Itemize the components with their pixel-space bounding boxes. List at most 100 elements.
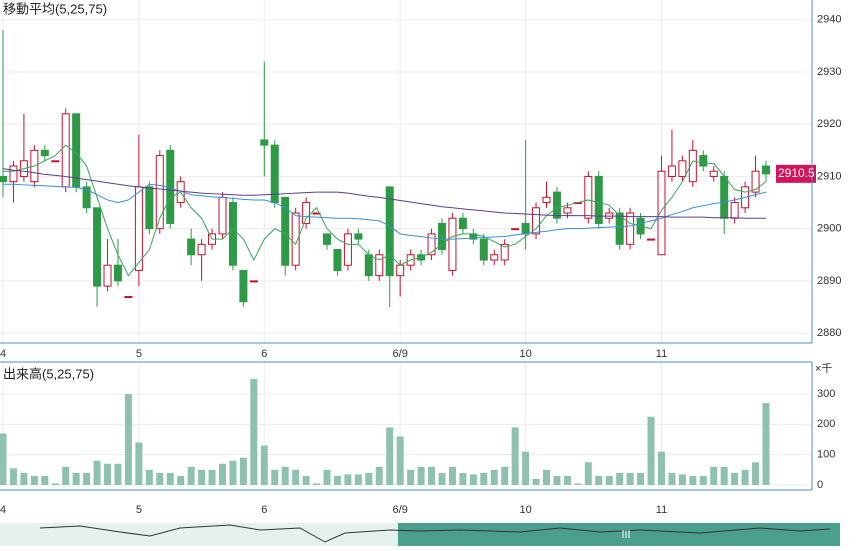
candle-body bbox=[239, 269, 248, 303]
volume-bar bbox=[83, 472, 91, 485]
volume-bar bbox=[584, 462, 592, 485]
x-tick-label: 6 bbox=[261, 348, 267, 360]
candle-body bbox=[40, 149, 49, 157]
navigator-line bbox=[39, 524, 831, 543]
candle-body bbox=[145, 186, 154, 230]
candle-body bbox=[615, 212, 624, 245]
volume-bar bbox=[668, 472, 676, 485]
volume-bar bbox=[543, 469, 551, 485]
volume-bar bbox=[626, 472, 634, 485]
navigator[interactable] bbox=[0, 523, 840, 546]
volume-bar bbox=[490, 469, 498, 485]
candle-body bbox=[532, 207, 541, 235]
volume-bar bbox=[62, 466, 70, 485]
candle-body bbox=[51, 160, 60, 163]
candle-body bbox=[228, 202, 237, 266]
volume-bar bbox=[511, 427, 519, 485]
volume-bar bbox=[145, 469, 153, 485]
volume-bar bbox=[250, 378, 258, 485]
candle-body bbox=[385, 186, 394, 277]
volume-bar bbox=[208, 469, 216, 485]
candle-body bbox=[323, 233, 332, 245]
y-tick-label: 2910 bbox=[817, 170, 841, 182]
volume-bar bbox=[177, 475, 185, 485]
volume-bar bbox=[386, 427, 394, 485]
candle-body bbox=[281, 196, 290, 266]
navigator-selection[interactable] bbox=[398, 523, 840, 546]
candle-body bbox=[302, 202, 311, 224]
candle-body bbox=[490, 254, 499, 261]
volume-bar bbox=[438, 472, 446, 485]
volume-bar bbox=[480, 472, 488, 485]
candle-body bbox=[720, 175, 729, 219]
volume-title: 出来高(5,25,75) bbox=[3, 366, 94, 381]
volume-bar bbox=[135, 442, 143, 485]
y-tick-label: 2930 bbox=[817, 66, 841, 78]
volume-bar bbox=[20, 472, 28, 485]
candle-body bbox=[364, 254, 373, 277]
volume-bar bbox=[647, 416, 655, 485]
volume-bar bbox=[218, 463, 226, 485]
volume-bar bbox=[532, 478, 540, 485]
last-price-label: 2910.5 bbox=[778, 166, 815, 180]
x-tick-label: 4 bbox=[0, 504, 6, 516]
volume-bar bbox=[752, 462, 760, 485]
volume-bar bbox=[72, 472, 80, 485]
candle-body bbox=[134, 186, 143, 271]
candle-body bbox=[343, 233, 352, 266]
x-tick-label: 6/9 bbox=[393, 504, 408, 516]
candle-body bbox=[542, 196, 551, 204]
volume-bar bbox=[710, 466, 718, 485]
moving-average-line bbox=[3, 144, 767, 277]
candle-body bbox=[291, 212, 300, 266]
x-tick-label: 10 bbox=[519, 348, 531, 360]
volume-bar bbox=[9, 468, 17, 485]
x-tick-label: 5 bbox=[136, 348, 142, 360]
volume-bar bbox=[313, 483, 321, 485]
volume-bar bbox=[699, 475, 707, 485]
volume-bar bbox=[229, 460, 237, 485]
volume-bar bbox=[501, 466, 509, 485]
volume-bar bbox=[302, 475, 310, 485]
candle-body bbox=[155, 155, 164, 230]
x-tick-label: 11 bbox=[656, 348, 667, 360]
volume-bar bbox=[616, 472, 624, 485]
volume-bar bbox=[292, 469, 300, 485]
candle-body bbox=[552, 191, 561, 219]
candle-body bbox=[667, 165, 676, 177]
volume-bar bbox=[30, 475, 38, 485]
volume-bar bbox=[407, 469, 415, 485]
candle-body bbox=[594, 175, 603, 224]
y-tick-label: 300 bbox=[817, 388, 835, 400]
volume-bar bbox=[51, 483, 59, 485]
volume-bar bbox=[417, 466, 425, 485]
price-title: 移動平均(5,25,75) bbox=[3, 1, 107, 16]
candle-body bbox=[709, 170, 718, 177]
x-tick-label: 10 bbox=[519, 504, 531, 516]
volume-bar bbox=[553, 475, 561, 485]
candle-body bbox=[605, 212, 614, 219]
volume-bar bbox=[428, 466, 436, 485]
candle-body bbox=[197, 243, 206, 256]
marks-layer bbox=[0, 30, 816, 485]
volume-bar bbox=[281, 466, 289, 485]
y-tick-label: 100 bbox=[817, 449, 835, 461]
volume-bar bbox=[104, 463, 112, 485]
candle-body bbox=[396, 264, 405, 277]
volume-bar bbox=[605, 475, 613, 485]
candle-body bbox=[657, 170, 666, 256]
y-tick-label: 0 bbox=[817, 479, 823, 491]
candle-body bbox=[647, 238, 656, 241]
volume-bar bbox=[333, 475, 341, 485]
volume-bar bbox=[459, 472, 467, 485]
y-tick-label: 2890 bbox=[817, 275, 841, 287]
candle-body bbox=[9, 165, 18, 183]
volume-bar bbox=[448, 466, 456, 485]
candle-body bbox=[312, 212, 321, 215]
candle-body bbox=[260, 139, 269, 146]
volume-bar bbox=[187, 466, 195, 485]
volume-bar bbox=[689, 475, 697, 485]
candle-body bbox=[762, 165, 770, 175]
candle-body bbox=[563, 207, 572, 214]
